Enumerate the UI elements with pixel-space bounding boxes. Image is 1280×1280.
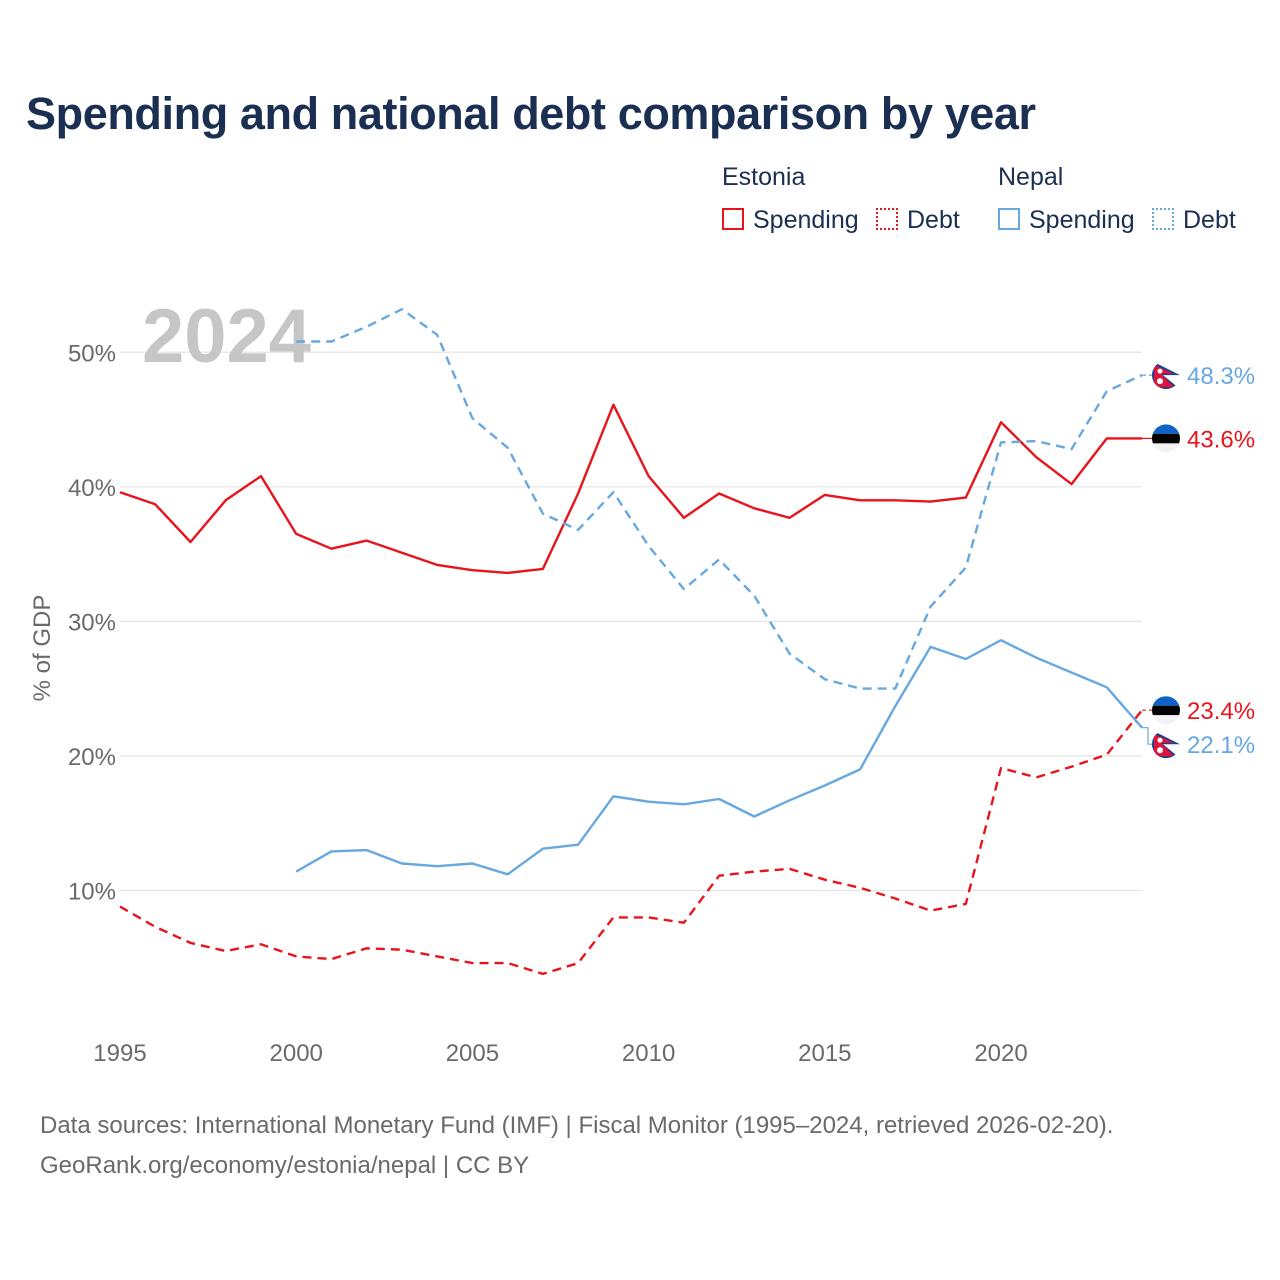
estonia-flag-icon bbox=[1152, 424, 1180, 453]
y-tick-label: 10% bbox=[68, 878, 116, 905]
legend-label: Debt bbox=[907, 206, 960, 234]
end-value-label: 23.4% bbox=[1187, 698, 1255, 725]
legend-swatch-dotted bbox=[876, 208, 898, 230]
legend-group-name: Estonia bbox=[722, 163, 806, 191]
series-line-estonia-debt[interactable] bbox=[119, 709, 1143, 976]
y-tick-label: 20% bbox=[68, 744, 116, 771]
x-tick-label: 2020 bbox=[974, 1040, 1027, 1067]
legend-group-name: Nepal bbox=[998, 163, 1064, 191]
x-tick-label: 2005 bbox=[446, 1040, 499, 1067]
nepal-flag-icon bbox=[1152, 361, 1180, 390]
legend-swatch-dotted bbox=[1152, 208, 1174, 230]
y-tick-label: 50% bbox=[68, 340, 116, 367]
series-layer bbox=[119, 308, 1143, 976]
year-watermark: 2024 bbox=[142, 294, 311, 379]
end-label-leader bbox=[1142, 727, 1152, 745]
data-sources: Data sources: International Monetary Fun… bbox=[40, 1106, 1113, 1186]
sources-line-2[interactable]: GeoRank.org/economy/estonia/nepal | CC B… bbox=[40, 1152, 530, 1179]
chart-title: Spending and national debt comparison by… bbox=[26, 88, 1036, 139]
x-tick-label: 2000 bbox=[270, 1040, 323, 1067]
x-tick-label: 1995 bbox=[93, 1040, 146, 1067]
legend-label: Debt bbox=[1183, 206, 1236, 234]
end-value-label: 22.1% bbox=[1187, 732, 1255, 759]
y-axis-label: % of GDP bbox=[29, 595, 56, 702]
legend-label: Spending bbox=[753, 206, 859, 234]
x-tick-label: 2015 bbox=[798, 1040, 851, 1067]
legend-swatch-solid bbox=[722, 208, 744, 230]
line-chart: 2024 10% 20% 30% 40% 50% 1995 2000 2005 2010 2015… bbox=[29, 294, 1255, 1067]
series-line-estonia-spending[interactable] bbox=[119, 403, 1142, 575]
series-line-nepal-spending[interactable] bbox=[295, 639, 1143, 876]
y-tick-label: 40% bbox=[68, 475, 116, 502]
sources-line-1: Data sources: International Monetary Fun… bbox=[40, 1112, 1114, 1139]
axis-layer: 10% 20% 30% 40% 50% 1995 2000 2005 2010 2015 2020 bbox=[68, 340, 1028, 1067]
nepal-flag-icon bbox=[1152, 730, 1180, 759]
y-tick-label: 30% bbox=[68, 609, 116, 636]
x-tick-label: 2010 bbox=[622, 1040, 675, 1067]
legend-swatch-solid bbox=[998, 208, 1020, 230]
grid-layer bbox=[120, 351, 1142, 892]
estonia-flag-icon bbox=[1152, 696, 1180, 725]
end-label-layer: 48.3% 43.6% 23.4% 22.1% bbox=[1142, 361, 1255, 759]
legend-label: Spending bbox=[1029, 206, 1135, 234]
end-value-label: 48.3% bbox=[1187, 363, 1255, 390]
series-line-nepal-debt[interactable] bbox=[296, 308, 1143, 690]
end-value-label: 43.6% bbox=[1187, 426, 1255, 453]
